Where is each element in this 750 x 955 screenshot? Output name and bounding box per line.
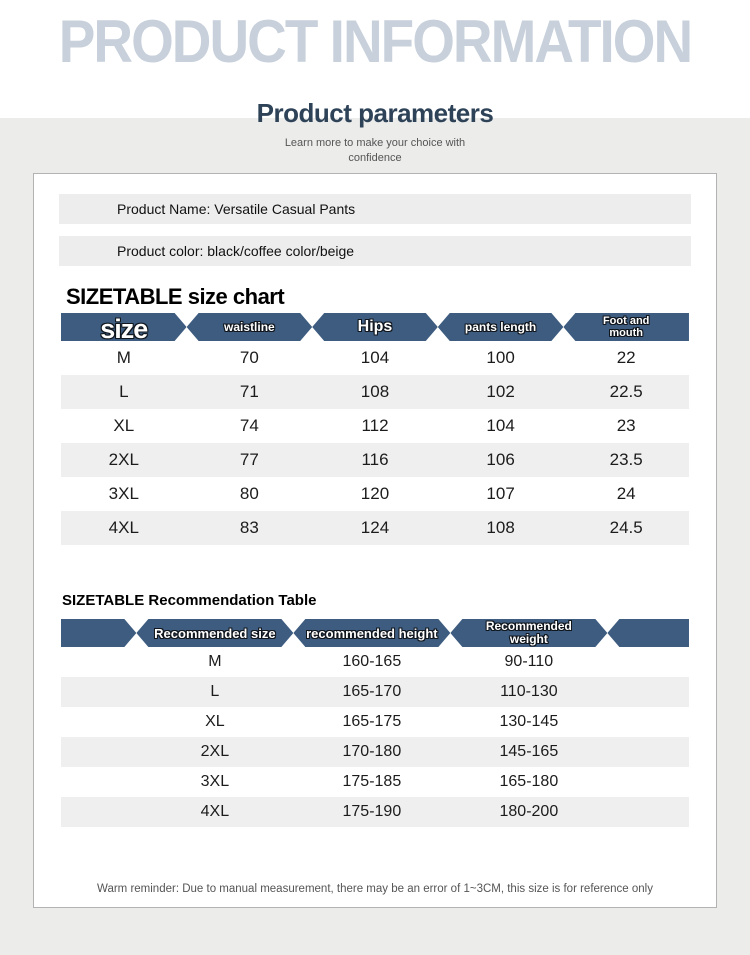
cell-hips: 104 (360, 348, 390, 367)
recommendation-table-header: Recommended size recommended height Reco… (61, 619, 689, 647)
table-row: M 160-165 90-110 (61, 647, 689, 677)
page-title: PRODUCT INFORMATION (58, 7, 693, 76)
header-segment (61, 313, 187, 341)
cell-rec-size: L (210, 683, 220, 700)
rec-header-height: recommended height (306, 625, 438, 641)
header-segment (607, 619, 689, 647)
cell-pants-length: 100 (486, 348, 515, 367)
table-row: 3XL 80 120 107 24 (61, 477, 689, 511)
header-segment: pants length (438, 313, 564, 341)
cell-rec-weight: 180-200 (499, 803, 559, 820)
cell-hips: 112 (361, 416, 389, 435)
cell-hips: 124 (360, 518, 390, 537)
table-row: XL 165-175 130-145 (61, 707, 689, 737)
cell-rec-height: 175-190 (342, 803, 402, 820)
cell-hips: 120 (360, 484, 390, 503)
cell-waistline: 74 (239, 416, 259, 435)
cell-rec-height: 165-170 (342, 683, 402, 700)
cell-rec-height: 175-185 (342, 773, 402, 790)
cell-rec-weight: 165-180 (499, 773, 559, 790)
cell-rec-size: XL (205, 713, 225, 730)
table-row: 2XL 170-180 145-165 (61, 737, 689, 767)
section-subtitle-line2: confidence (348, 152, 402, 164)
section-subtitle: Learn more to make your choice with conf… (0, 136, 750, 166)
cell-rec-size: 4XL (200, 803, 230, 820)
size-chart-title: SIZETABLE size chart (66, 284, 285, 309)
cell-waistline: 77 (239, 450, 259, 469)
header-segment: waistline (187, 313, 313, 341)
table-row: XL 74 112 104 23 (61, 409, 689, 443)
size-chart-header: size waistline Hips pants length Foot an… (61, 313, 689, 344)
cell-rec-size: 3XL (200, 773, 230, 790)
cell-foot-mouth: 22 (616, 348, 636, 367)
header-segment: recommended height (293, 619, 450, 647)
cell-rec-size: 2XL (200, 743, 230, 760)
warm-reminder-text: Warm reminder: Due to manual measurement… (97, 883, 653, 895)
cell-size: XL (113, 416, 135, 435)
table-row: 4XL 175-190 180-200 (61, 797, 689, 827)
recommendation-table-title: SIZETABLE Recommendation Table (62, 592, 317, 609)
cell-pants-length: 107 (486, 484, 515, 503)
cell-pants-length: 102 (486, 382, 515, 401)
section-heading: Product parameters (256, 98, 494, 128)
cell-waistline: 71 (239, 382, 259, 401)
cell-rec-weight: 145-165 (499, 743, 559, 760)
cell-size: 2XL (108, 450, 139, 469)
recommendation-table: Recommended size recommended height Reco… (61, 619, 689, 827)
table-row: 2XL 77 116 106 23.5 (61, 443, 689, 477)
rec-header-size: Recommended size (154, 625, 276, 641)
cell-foot-mouth: 23 (616, 416, 636, 435)
cell-foot-mouth: 23.5 (609, 450, 643, 469)
cell-rec-weight: 110-130 (500, 683, 558, 700)
size-chart-header-size: size (100, 314, 148, 344)
table-row: L 71 108 102 22.5 (61, 375, 689, 409)
cell-rec-height: 165-175 (342, 713, 402, 730)
cell-waistline: 80 (239, 484, 259, 503)
product-card: Product Name: Versatile Casual Pants Pro… (33, 173, 717, 908)
cell-size: L (119, 382, 129, 401)
cell-pants-length: 108 (486, 518, 515, 537)
cell-size: 3XL (108, 484, 139, 503)
rec-header-weight: Recommended weight (485, 619, 572, 646)
cell-rec-size: M (208, 653, 222, 670)
cell-rec-weight: 90-110 (504, 653, 554, 670)
cell-rec-weight: 130-145 (499, 713, 559, 730)
header-segment: Recommended weight (450, 619, 607, 647)
cell-foot-mouth: 24 (616, 484, 636, 503)
cell-hips: 108 (360, 382, 390, 401)
header-segment (61, 619, 136, 647)
cell-rec-height: 160-165 (342, 653, 402, 670)
table-row: 4XL 83 124 108 24.5 (61, 511, 689, 545)
cell-foot-mouth: 22.5 (609, 382, 643, 401)
cell-pants-length: 106 (486, 450, 515, 469)
cell-hips: 116 (361, 450, 389, 469)
cell-rec-height: 170-180 (342, 743, 402, 760)
table-row: L 165-170 110-130 (61, 677, 689, 707)
product-color-bar: Product color: black/coffee color/beige (59, 236, 691, 266)
header-segment: Foot and mouth (563, 313, 689, 341)
cell-waistline: 83 (239, 518, 259, 537)
cell-size: 4XL (108, 518, 139, 537)
table-row: M 70 104 100 22 (61, 341, 689, 375)
cell-pants-length: 104 (486, 416, 515, 435)
cell-waistline: 70 (239, 348, 259, 367)
section-subtitle-line1: Learn more to make your choice with (284, 137, 466, 149)
table-row: 3XL 175-185 165-180 (61, 767, 689, 797)
product-name-bar: Product Name: Versatile Casual Pants (59, 194, 691, 224)
size-chart-header-foot-mouth: Foot and mouth (602, 315, 650, 339)
header-segment: Recommended size (136, 619, 293, 647)
size-chart-header-hips: Hips (357, 318, 393, 335)
size-chart-header-pants-length: pants length (464, 320, 537, 334)
size-chart-table: size waistline Hips pants length Foot an… (61, 313, 689, 545)
cell-foot-mouth: 24.5 (609, 518, 643, 537)
cell-size: M (116, 348, 131, 367)
header-segment: Hips (312, 313, 438, 341)
size-chart-header-waistline: waistline (224, 320, 275, 334)
